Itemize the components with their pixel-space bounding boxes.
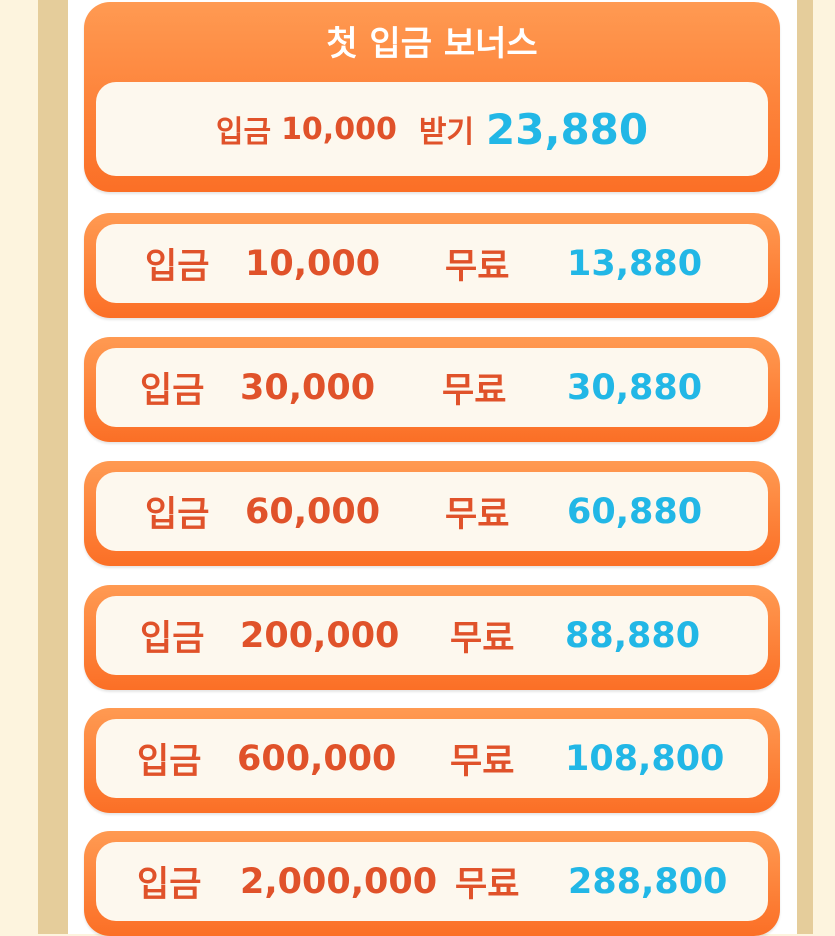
deposit-label: 입금 <box>145 247 210 287</box>
bonus-row[interactable]: 입금 60,000 무료 60,880 <box>84 461 780 566</box>
bonus-row-inner: 입금 200,000 무료 88,880 <box>96 596 768 675</box>
bonus-row[interactable]: 입금 600,000 무료 108,800 <box>84 708 780 813</box>
free-label: 무료 <box>445 495 510 535</box>
deposit-amount: 10,000 <box>281 111 397 147</box>
free-amount: 13,880 <box>567 243 703 284</box>
bonus-row-inner: 입금 600,000 무료 108,800 <box>96 719 768 798</box>
deposit-amount: 30,000 <box>240 367 376 408</box>
bonus-row[interactable]: 입금 10,000 무료 13,880 <box>84 213 780 318</box>
deposit-amount: 200,000 <box>240 615 400 656</box>
right-frame <box>797 0 813 934</box>
free-amount: 288,800 <box>568 861 728 902</box>
free-label: 무료 <box>450 742 515 782</box>
deposit-label: 입금 <box>145 495 210 535</box>
deposit-label: 입금 <box>140 619 205 659</box>
deposit-label: 입금 <box>137 865 202 905</box>
bonus-row[interactable]: 입금 30,000 무료 30,880 <box>84 337 780 442</box>
free-amount: 108,800 <box>565 738 725 779</box>
bonus-row[interactable]: 입금 200,000 무료 88,880 <box>84 585 780 690</box>
free-label: 무료 <box>442 371 507 411</box>
first-deposit-bonus-card[interactable]: 첫 입금 보너스 입금 10,000 받기 23,880 <box>84 2 780 192</box>
free-amount: 88,880 <box>565 615 701 656</box>
bonus-row-inner: 입금 30,000 무료 30,880 <box>96 348 768 427</box>
deposit-label: 입금 <box>140 371 205 411</box>
bonus-detail: 입금 10,000 받기 23,880 <box>96 82 768 176</box>
deposit-amount: 10,000 <box>245 243 381 284</box>
receive-label: 받기 <box>418 115 475 150</box>
bonus-row-inner: 입금 10,000 무료 13,880 <box>96 224 768 303</box>
bonus-row-inner: 입금 2,000,000 무료 288,800 <box>96 842 768 921</box>
free-amount: 60,880 <box>567 491 703 532</box>
deposit-amount: 600,000 <box>237 738 397 779</box>
receive-amount: 23,880 <box>486 104 649 154</box>
free-label: 무료 <box>445 247 510 287</box>
bonus-title: 첫 입금 보너스 <box>326 24 538 64</box>
left-frame <box>38 0 68 934</box>
deposit-amount: 60,000 <box>245 491 381 532</box>
free-label: 무료 <box>455 865 520 905</box>
bonus-row[interactable]: 입금 2,000,000 무료 288,800 <box>84 831 780 936</box>
free-label: 무료 <box>450 619 515 659</box>
deposit-amount: 2,000,000 <box>240 861 438 902</box>
deposit-label: 입금 <box>137 742 202 782</box>
bonus-row-inner: 입금 60,000 무료 60,880 <box>96 472 768 551</box>
deposit-label: 입금 <box>215 115 272 150</box>
free-amount: 30,880 <box>567 367 703 408</box>
